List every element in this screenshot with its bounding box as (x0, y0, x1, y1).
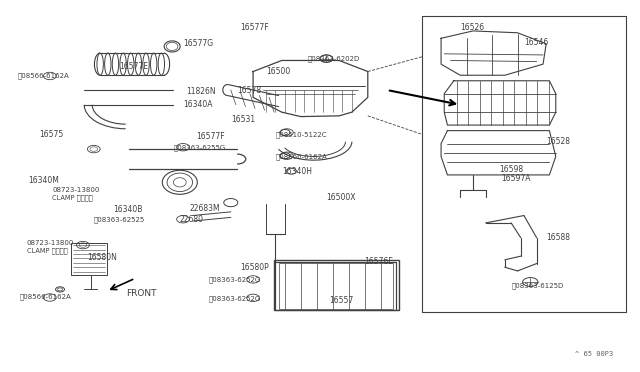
Text: Ⓢ08566-6162A: Ⓢ08566-6162A (19, 294, 71, 300)
Text: 16580N: 16580N (88, 253, 117, 263)
Text: 16500: 16500 (266, 67, 290, 76)
Text: 16528: 16528 (546, 137, 570, 146)
Text: Ⓢ08363-6202D: Ⓢ08363-6202D (307, 55, 360, 62)
Bar (275, 262, 396, 310)
Text: 16575: 16575 (40, 130, 64, 139)
Text: Ⓢ08363-6125D: Ⓢ08363-6125D (511, 282, 563, 289)
Text: 16576E: 16576E (365, 257, 394, 266)
Text: 16577E: 16577E (119, 61, 148, 71)
Text: 16526: 16526 (460, 23, 484, 32)
Text: Ⓢ08510-5122C: Ⓢ08510-5122C (275, 131, 327, 138)
Text: 16588: 16588 (546, 233, 570, 242)
Text: 22680: 22680 (180, 215, 204, 224)
Text: 08723-13800: 08723-13800 (52, 187, 100, 193)
Text: Ⓢ08363-6252G: Ⓢ08363-6252G (209, 277, 260, 283)
Bar (274, 260, 399, 310)
Text: CLAMP クランプ: CLAMP クランプ (27, 247, 67, 254)
Text: 22683M: 22683M (189, 203, 220, 213)
Text: ^ 65 00P3: ^ 65 00P3 (575, 351, 613, 357)
Text: Ⓢ08363-6255G: Ⓢ08363-6255G (173, 144, 226, 151)
Text: Ⓢ08566-6162A: Ⓢ08566-6162A (17, 72, 69, 78)
Text: 16597A: 16597A (502, 174, 531, 183)
Text: 16577F: 16577F (241, 23, 269, 32)
Text: 16578: 16578 (237, 86, 261, 94)
Bar (278, 263, 394, 309)
Text: 16340M: 16340M (28, 176, 59, 185)
Text: 16557: 16557 (330, 296, 354, 305)
Text: 16577G: 16577G (183, 39, 213, 48)
Text: 16500X: 16500X (326, 193, 356, 202)
Text: 08723-13800: 08723-13800 (27, 240, 74, 246)
Text: 16580P: 16580P (241, 263, 269, 272)
Text: 16531: 16531 (231, 115, 255, 124)
Text: Ⓢ08363-6252G: Ⓢ08363-6252G (209, 295, 260, 302)
Bar (72, 243, 106, 275)
Text: Ⓢ08363-62525: Ⓢ08363-62525 (94, 216, 145, 222)
Text: FRONT: FRONT (125, 289, 156, 298)
Text: 16577F: 16577F (196, 132, 225, 141)
Text: Ⓢ08566-6162A: Ⓢ08566-6162A (275, 153, 327, 160)
Text: 16546: 16546 (524, 38, 548, 46)
Text: 16340B: 16340B (113, 205, 142, 215)
Text: 11826N: 11826N (186, 87, 216, 96)
Text: 16598: 16598 (500, 165, 524, 174)
Text: 16340A: 16340A (183, 100, 212, 109)
Text: CLAMP クランプ: CLAMP クランプ (52, 195, 93, 201)
Text: 16340H: 16340H (282, 167, 312, 176)
